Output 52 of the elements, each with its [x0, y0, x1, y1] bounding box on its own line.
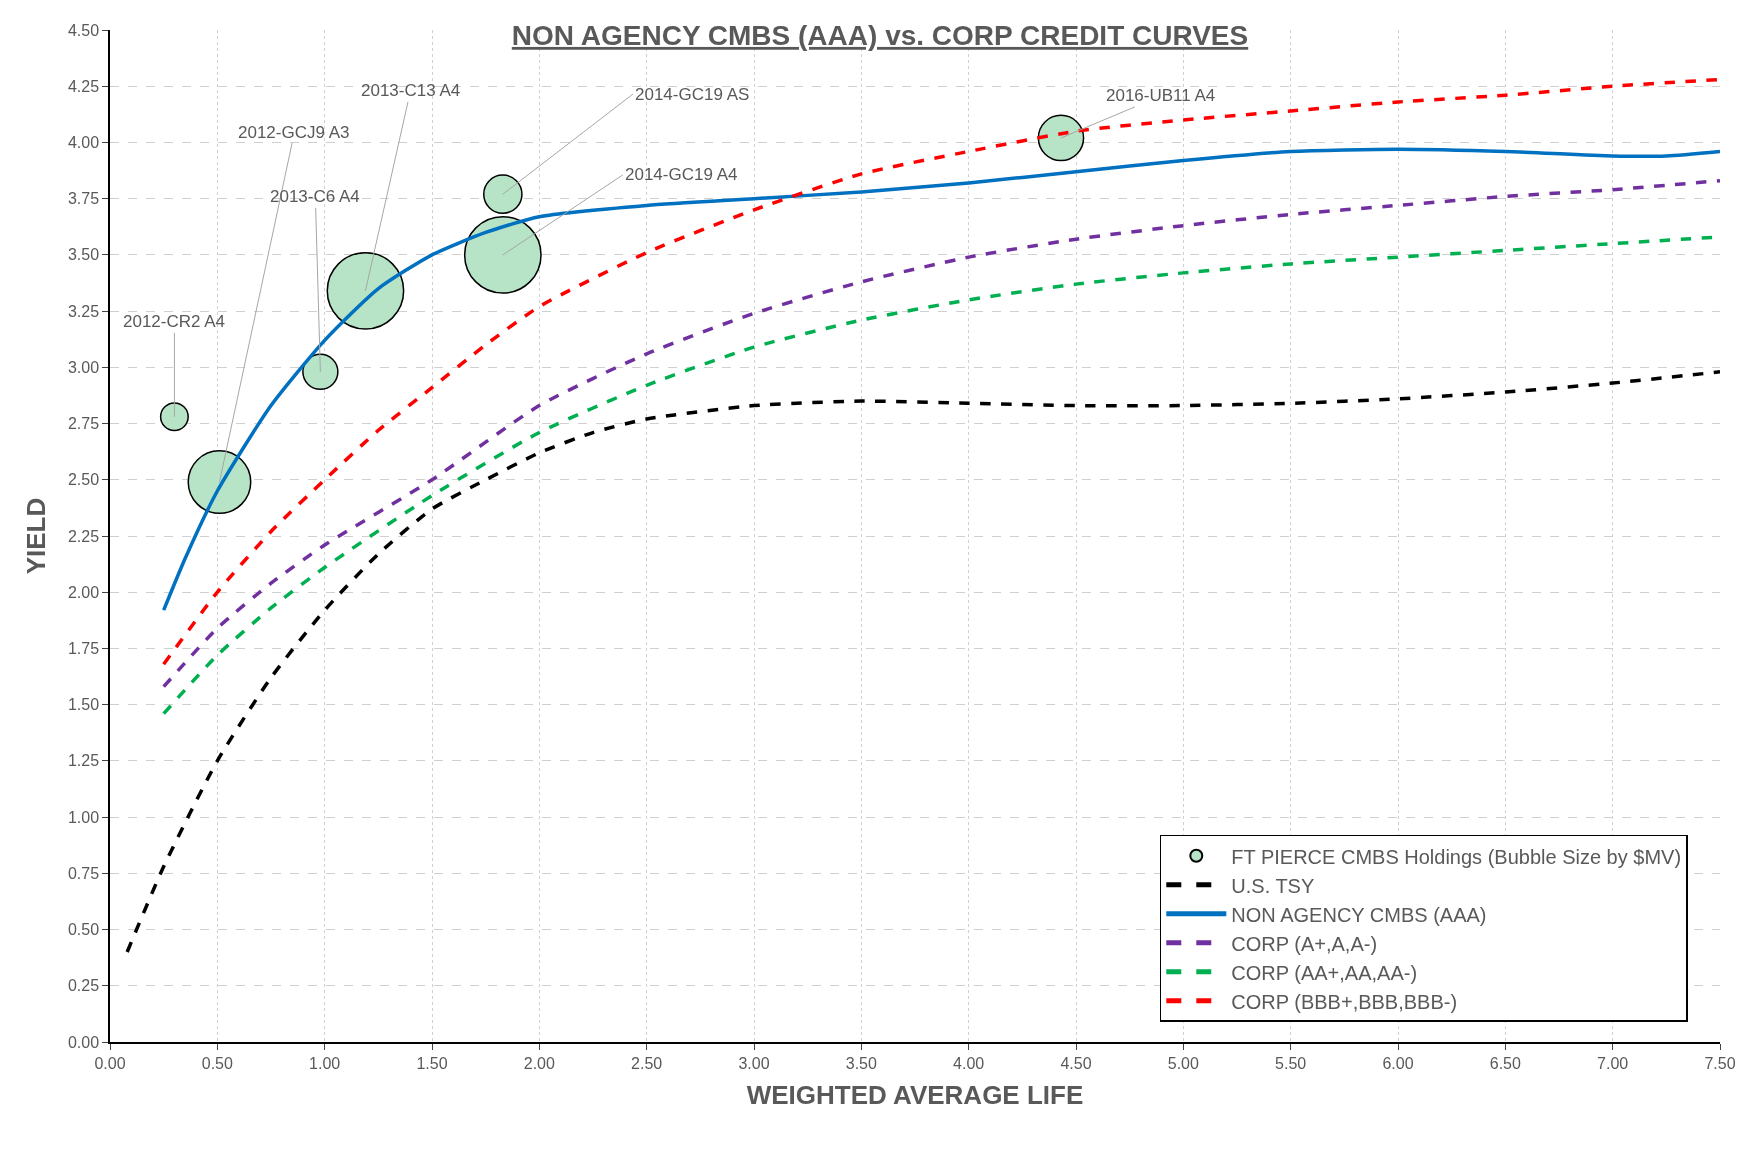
annotation: 2013-C13 A4: [361, 81, 461, 100]
y-tick-label: 4.25: [67, 77, 100, 95]
x-tick-label: 3.50: [845, 1054, 877, 1072]
legend-label: CORP (AA+,AA,AA-): [1231, 961, 1418, 984]
y-tick-label: 2.00: [67, 583, 100, 601]
annotation: 2014-GC19 A4: [625, 165, 738, 184]
x-tick-label: 5.50: [1275, 1054, 1307, 1072]
x-tick-label: 2.50: [631, 1054, 663, 1072]
y-tick-label: 4.00: [67, 134, 100, 152]
x-tick-label: 6.50: [1489, 1054, 1521, 1072]
annotation: 2016-UB11 A4: [1106, 86, 1216, 105]
y-tick-label: 1.25: [67, 752, 100, 770]
x-tick-label: 0.50: [201, 1054, 233, 1072]
annotation: 2012-GCJ9 A3: [238, 123, 350, 142]
y-tick-label: 0.25: [67, 977, 100, 995]
x-tick-label: 6.00: [1382, 1054, 1414, 1072]
x-tick-label: 3.00: [738, 1054, 770, 1072]
y-tick-label: 2.75: [67, 415, 100, 433]
x-tick-label: 4.00: [953, 1054, 985, 1072]
x-tick-label: 2.00: [523, 1054, 555, 1072]
legend-label: CORP (A+,A,A-): [1231, 932, 1378, 955]
x-tick-label: 4.50: [1060, 1054, 1092, 1072]
annotation: 2012-CR2 A4: [123, 312, 226, 331]
x-tick-label: 7.50: [1704, 1054, 1736, 1072]
y-tick-label: 3.25: [67, 302, 100, 320]
legend-label: U.S. TSY: [1231, 874, 1315, 897]
y-axis-title: YIELD: [20, 497, 51, 575]
y-tick-label: 1.75: [67, 640, 100, 658]
y-tick-label: 1.50: [67, 696, 100, 714]
y-tick-label: 0.00: [67, 1033, 100, 1051]
x-tick-label: 5.00: [1167, 1054, 1199, 1072]
x-tick-label: 1.50: [416, 1054, 448, 1072]
y-tick-label: 2.50: [67, 471, 100, 489]
y-tick-label: 3.75: [67, 190, 100, 208]
y-tick-label: 4.50: [67, 21, 100, 39]
y-tick-label: 2.25: [67, 527, 100, 545]
x-tick-label: 7.00: [1597, 1054, 1629, 1072]
x-tick-label: 0.00: [94, 1054, 126, 1072]
x-axis-title: WEIGHTED AVERAGE LIFE: [746, 1080, 1084, 1111]
y-tick-label: 3.50: [67, 246, 100, 264]
y-tick-label: 1.00: [67, 808, 100, 826]
x-tick-label: 1.00: [309, 1054, 341, 1072]
y-tick-label: 0.75: [67, 864, 100, 882]
annotation: 2013-C6 A4: [270, 187, 360, 206]
legend-label: CORP (BBB+,BBB,BBB-): [1231, 990, 1458, 1013]
y-tick-label: 3.00: [67, 358, 100, 376]
chart-title: NON AGENCY CMBS (AAA) vs. CORP CREDIT CURVES: [511, 19, 1249, 51]
line-series: [125, 370, 1720, 954]
legend-label: NON AGENCY CMBS (AAA): [1231, 903, 1487, 926]
y-tick-label: 0.50: [67, 921, 100, 939]
annotation: 2014-GC19 AS: [635, 85, 750, 104]
legend-label: FT PIERCE CMBS Holdings (Bubble Size by $MV): [1231, 845, 1682, 868]
